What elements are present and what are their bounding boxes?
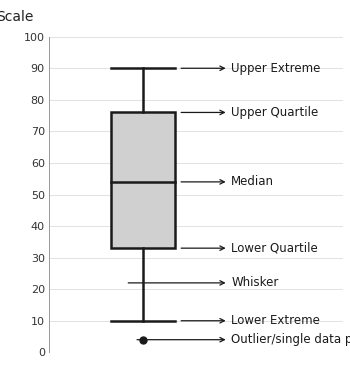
Text: Lower Quartile: Lower Quartile <box>181 241 318 255</box>
Text: Lower Extreme: Lower Extreme <box>181 314 320 327</box>
Bar <box>111 112 175 248</box>
Text: Upper Extreme: Upper Extreme <box>181 62 321 75</box>
Text: Upper Quartile: Upper Quartile <box>181 106 318 119</box>
Text: Outlier/single data point: Outlier/single data point <box>137 333 350 346</box>
Text: Whisker: Whisker <box>128 276 279 290</box>
Text: Median: Median <box>181 175 274 188</box>
Text: Scale: Scale <box>0 10 34 24</box>
